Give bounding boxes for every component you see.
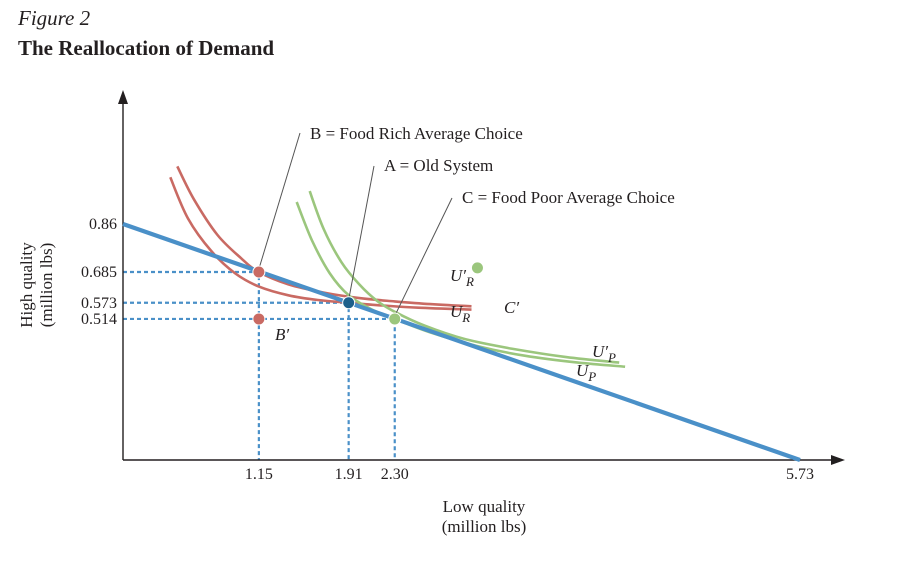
y-tick-label-1: 0.685 [81, 264, 117, 281]
x-tick-label-0: 1.15 [245, 466, 273, 483]
annotation-label-0: B = Food Rich Average Choice [310, 124, 523, 143]
figure-title: The Reallocation of Demand [18, 36, 275, 60]
point-label-4: C′ [504, 298, 519, 317]
x-tick-label-1: 1.91 [335, 466, 363, 483]
curve-label-0: U′R [450, 266, 474, 289]
reference-lines-B [123, 270, 260, 460]
y-axis-title-0: High quality [17, 242, 36, 328]
annotation-label-1: A = Old System [384, 156, 493, 175]
x-tick-label-2: 2.30 [381, 466, 409, 483]
y-axis-title-1: (million lbs) [37, 243, 56, 328]
curve-label-1: UR [450, 302, 470, 325]
curve-label-2: U′P [592, 342, 616, 365]
y-axis-arrow [118, 90, 128, 104]
annotation-leader-2 [394, 197, 453, 317]
annotation-leader-0 [258, 132, 301, 270]
x-axis-title-1: (million lbs) [442, 517, 527, 536]
y-tick-label-2: 0.573 [81, 295, 117, 312]
indifference-curve-2 [308, 190, 620, 364]
point-0 [252, 265, 266, 279]
annotation-label-2: C = Food Poor Average Choice [462, 188, 675, 207]
y-tick-label-0: 0.86 [89, 216, 117, 233]
point-1 [342, 296, 356, 310]
indifference-curve-0 [176, 165, 472, 308]
point-3 [252, 312, 266, 326]
point-2 [388, 312, 402, 326]
y-tick-label-3: 0.514 [81, 311, 117, 328]
figure-label: Figure 2 [18, 6, 91, 30]
x-tick-label-3: 5.73 [786, 466, 814, 483]
point-label-3: B′ [275, 325, 289, 344]
x-axis-title-0: Low quality [443, 497, 526, 516]
annotation-leader-1 [348, 165, 375, 300]
curve-label-3: UP [576, 361, 596, 384]
point-4 [470, 261, 484, 275]
budget-line [122, 222, 801, 462]
reference-lines-A [123, 301, 350, 460]
x-axis-arrow [831, 455, 845, 465]
reference-lines-C [123, 317, 396, 460]
indifference-curve-1 [169, 176, 472, 311]
